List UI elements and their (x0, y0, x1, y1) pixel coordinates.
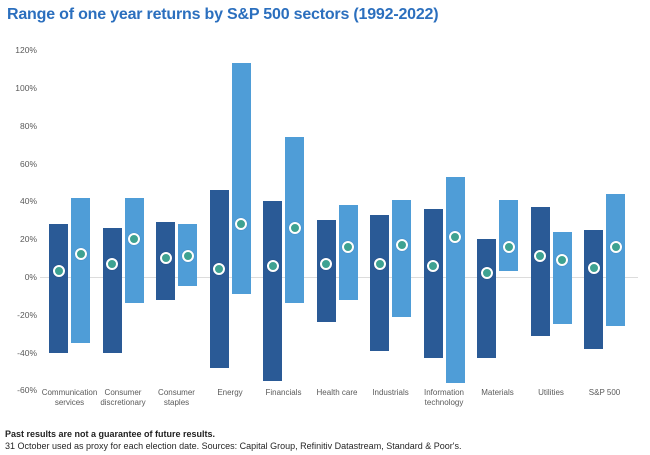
x-axis-label: S&P 500 (588, 388, 621, 397)
y-axis-tick-label: 80% (19, 120, 37, 131)
range-bar-dark-blue-range (423, 208, 443, 359)
range-bar-dark-blue-range (102, 227, 122, 353)
range-bar-dark-blue-range (49, 224, 68, 353)
median-dot (502, 240, 515, 253)
x-axis-label: Consumer discretionary (100, 388, 146, 407)
range-bar-dark-blue-range (263, 201, 282, 381)
y-axis-tick-label: -60% (17, 385, 37, 396)
x-axis-label: Information technology (423, 388, 465, 407)
median-dot (213, 263, 225, 276)
y-axis-tick-label: 0% (24, 272, 37, 282)
range-bar-dark-blue-range (316, 220, 336, 323)
median-dot (427, 259, 439, 272)
range-bar-light-blue-range (499, 199, 518, 272)
x-axis-label: Communication services (41, 388, 98, 407)
y-axis-tick-label: -40% (17, 347, 37, 358)
range-bar-light-blue-range (285, 137, 304, 304)
x-axis-label: Utilities (538, 388, 564, 397)
median-dot (587, 261, 600, 274)
range-bar-light-blue-range (445, 176, 465, 383)
range-bar-dark-blue-range (530, 207, 550, 336)
range-bar-light-blue-range (71, 197, 90, 344)
range-bar-light-blue-range (231, 63, 251, 294)
median-dot (128, 233, 140, 246)
disclaimer-text: Past results are not a guarantee of futu… (5, 429, 216, 439)
y-axis-tick-label: 40% (19, 196, 37, 207)
y-axis-tick-label: 20% (19, 234, 37, 245)
y-axis-tick-label: 60% (19, 158, 37, 169)
x-axis-label: Health care (316, 388, 358, 397)
median-dot (181, 250, 194, 263)
range-bar-dark-blue-range (584, 229, 603, 349)
median-dot (395, 238, 408, 251)
x-axis-label: Financials (265, 388, 302, 397)
median-dot (556, 253, 568, 266)
median-dot (609, 240, 622, 253)
median-dot (320, 257, 332, 270)
median-dot (534, 250, 546, 263)
range-bar-light-blue-range (124, 197, 144, 304)
median-dot (288, 221, 301, 234)
median-dot (373, 257, 386, 270)
range-bar-light-blue-range (392, 199, 411, 317)
median-dot (235, 218, 247, 231)
chart-title: Range of one year returns by S&P 500 sec… (7, 6, 439, 23)
y-axis-tick-label: 120% (15, 45, 37, 56)
median-dot (159, 252, 172, 265)
median-dot (449, 231, 461, 244)
x-axis-label: Industrials (372, 388, 409, 397)
median-dot (106, 257, 118, 270)
range-bar-dark-blue-range (209, 190, 229, 368)
median-dot (52, 265, 65, 278)
y-axis-tick-label: -20% (17, 309, 37, 320)
median-dot (266, 259, 279, 272)
range-bar-dark-blue-range (370, 214, 389, 351)
range-bar-light-blue-range (606, 193, 625, 327)
range-bar-dark-blue-range (477, 239, 496, 359)
median-dot (342, 240, 354, 253)
x-axis-label: Materials (481, 388, 514, 397)
range-bar-light-blue-range (552, 231, 572, 325)
source-text: 31 October used as proxy for each electi… (5, 441, 462, 451)
median-dot (74, 248, 87, 261)
median-dot (480, 267, 493, 280)
x-axis-label: Energy (217, 388, 243, 397)
y-axis-tick-label: 100% (15, 83, 37, 93)
x-axis-label: Consumer staples (158, 388, 195, 407)
